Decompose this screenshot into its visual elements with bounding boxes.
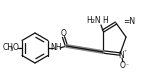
Text: O: O: [61, 29, 66, 38]
Text: N: N: [118, 51, 124, 60]
Text: O: O: [13, 44, 18, 52]
Text: H: H: [102, 16, 108, 25]
Text: O: O: [120, 60, 126, 69]
Text: ⁻: ⁻: [126, 65, 128, 69]
Text: 3: 3: [10, 47, 13, 52]
Text: ⁺: ⁺: [124, 50, 126, 56]
Text: NH: NH: [51, 44, 62, 52]
Text: H₂N: H₂N: [86, 16, 100, 25]
Text: =N: =N: [123, 17, 135, 26]
Text: CH: CH: [3, 44, 14, 52]
